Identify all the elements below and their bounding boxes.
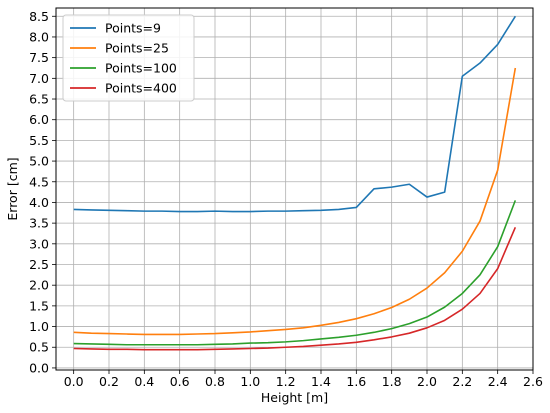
y-tick-label: 7.5 [29, 50, 49, 65]
x-tick-label: 1.8 [382, 374, 402, 389]
x-tick-label: 1.4 [311, 374, 331, 389]
y-tick-label: 4.0 [29, 195, 49, 210]
series-points-400 [73, 226, 517, 351]
x-tick-label: 0.4 [134, 374, 154, 389]
ticks: 0.0 0.2 0.4 0.6 0.8 1.0 1.2 1.4 1.6 1.8 2.0 2.2 2.4 2… [29, 9, 543, 389]
y-axis-label: Error [cm] [5, 157, 20, 220]
y-tick-label: 8.0 [29, 29, 49, 44]
y-tick-label: 5.5 [29, 133, 49, 148]
x-tick-label: 0.2 [99, 374, 119, 389]
series-line [73, 15, 517, 213]
y-tick-label: 1.5 [29, 298, 49, 313]
x-tick-label: 2.2 [452, 374, 472, 389]
series-line [73, 226, 517, 351]
y-tick-label: 8.5 [29, 9, 49, 24]
legend: Points=9 Points=25 Points=100 Points=400 [62, 14, 195, 102]
series-points-9 [73, 15, 517, 213]
y-tick-label: 6.5 [29, 92, 49, 107]
x-tick-label: 1.0 [240, 374, 260, 389]
series-line [73, 200, 517, 346]
series-points-100 [73, 200, 517, 346]
x-tick-label: 2.4 [488, 374, 508, 389]
x-tick-label: 0.0 [64, 374, 84, 389]
y-tick-label: 7.0 [29, 71, 49, 86]
y-tick-label: 3.5 [29, 216, 49, 231]
x-tick-label: 2.6 [523, 374, 543, 389]
legend-box [62, 14, 195, 102]
series-points-25 [73, 67, 517, 336]
y-tick-label: 0.0 [29, 360, 49, 375]
x-tick-label: 1.2 [276, 374, 296, 389]
y-tick-label: 2.0 [29, 278, 49, 293]
y-tick-label: 4.5 [29, 174, 49, 189]
y-tick-label: 3.0 [29, 236, 49, 251]
legend-label: Points=400 [105, 81, 177, 96]
x-tick-label: 0.6 [170, 374, 190, 389]
y-tick-label: 1.0 [29, 319, 49, 334]
plot-frame [55, 7, 534, 371]
x-tick-label: 1.6 [346, 374, 366, 389]
x-tick-label: 2.0 [417, 374, 437, 389]
series-layer [73, 15, 517, 351]
y-tick-label: 0.5 [29, 340, 49, 355]
series-line [73, 67, 517, 336]
x-axis-label: Height [m] [261, 390, 328, 405]
x-tick-label: 0.8 [205, 374, 225, 389]
y-tick-label: 5.0 [29, 154, 49, 169]
y-tick-label: 6.0 [29, 112, 49, 127]
y-tick-label: 2.5 [29, 257, 49, 272]
legend-label: Points=100 [105, 61, 177, 76]
legend-label: Points=9 [105, 21, 161, 36]
legend-label: Points=25 [105, 41, 169, 56]
